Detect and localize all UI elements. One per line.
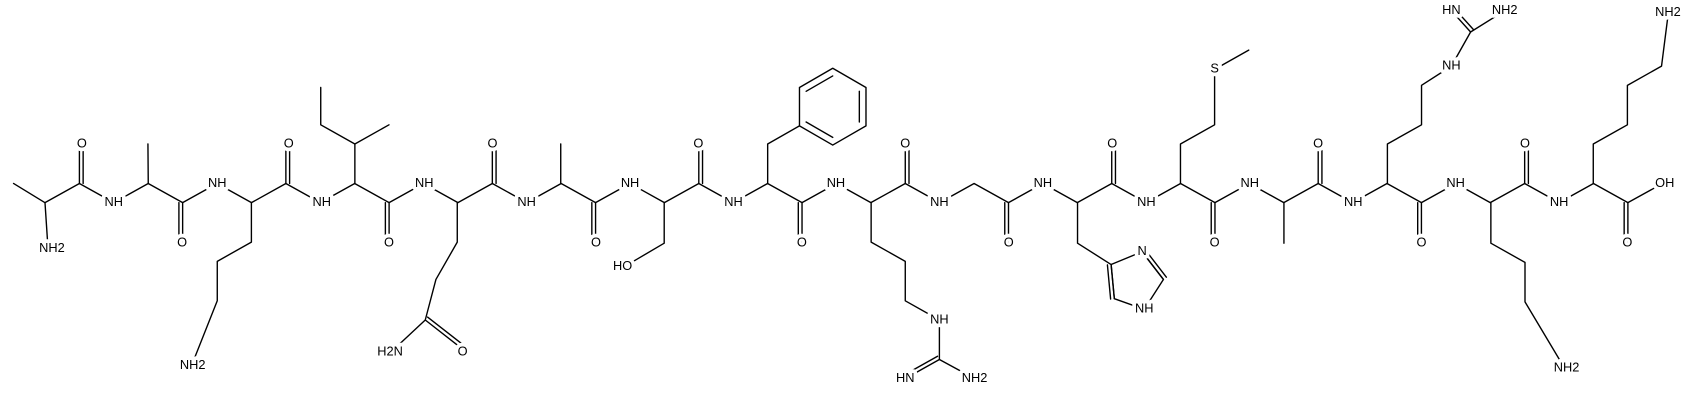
bond — [44, 182, 1629, 204]
atom-label: NH — [724, 194, 742, 209]
bond — [1490, 201, 1562, 364]
atom-label: O — [177, 235, 187, 250]
bond — [1110, 263, 1116, 300]
bond — [870, 201, 976, 380]
atom-label: N — [1137, 243, 1146, 258]
bond — [354, 124, 390, 185]
atom-label: NH — [1241, 175, 1259, 190]
atom-label: NH2 — [39, 240, 65, 255]
bond — [902, 355, 939, 377]
atom-label: O — [1210, 235, 1220, 250]
bond — [805, 75, 834, 92]
bond — [424, 319, 461, 348]
bond — [904, 358, 941, 380]
atom-label: O — [1520, 135, 1530, 150]
atom-label: NH — [1137, 194, 1155, 209]
atom-label: NH — [1135, 301, 1153, 316]
bond — [192, 201, 253, 364]
atom-label: NH2 — [1492, 2, 1518, 17]
bond — [426, 316, 463, 345]
atom-label: NH — [1550, 194, 1568, 209]
atom-label: NH — [313, 194, 331, 209]
atom-label: O — [591, 235, 601, 250]
atom-label: O — [1313, 135, 1323, 150]
atom-label: NH — [415, 175, 433, 190]
bond — [320, 86, 356, 145]
bond — [1453, 7, 1475, 31]
atom-label: NH — [517, 194, 535, 209]
atom-label: H2N — [377, 343, 403, 358]
atom-label: NH — [827, 175, 845, 190]
bond — [805, 121, 834, 139]
bond — [1627, 182, 1664, 204]
atom-label: O — [458, 343, 468, 358]
atom-label: HN — [896, 370, 914, 385]
atom-label: O — [284, 135, 294, 150]
atom-label: NH — [1446, 175, 1464, 190]
bond — [1141, 251, 1165, 281]
bonds — [12, 7, 1669, 380]
atom-label: NH — [1034, 175, 1052, 190]
bond — [1386, 9, 1506, 185]
bond — [12, 182, 46, 204]
atom-label: O — [797, 235, 807, 250]
atom-label: O — [384, 235, 394, 250]
atom-label: NH — [105, 194, 123, 209]
bond — [392, 201, 458, 351]
bond — [627, 201, 665, 266]
atom-label: NH2 — [180, 357, 206, 372]
bond — [1592, 15, 1669, 185]
atom-label: HO — [613, 258, 632, 273]
atom-label: NH2 — [1655, 4, 1681, 19]
atom-label: O — [1107, 135, 1117, 150]
atom-label: O — [1004, 235, 1014, 250]
atom-label: O — [1622, 235, 1632, 250]
atom-label: NH — [208, 175, 226, 190]
bond — [44, 201, 49, 244]
atom-label: NH — [930, 311, 948, 326]
bond — [1144, 248, 1168, 278]
bond — [1179, 49, 1250, 185]
atom-label: NH — [930, 194, 948, 209]
atom-labels: NH2 O NH O NH NH2 O NH O NH H2N O O NH O NH HO O NH O NH NH HN… — [35, 0, 1684, 389]
atom-label: NH — [621, 175, 639, 190]
atom-label: O — [77, 135, 87, 150]
atom-label: O — [1417, 235, 1427, 250]
atom-label: HN — [1442, 2, 1460, 17]
atom-label: O — [900, 135, 910, 150]
bond — [1106, 264, 1112, 300]
atom-label: NH — [1344, 194, 1362, 209]
bond — [798, 67, 867, 146]
bond — [766, 125, 801, 185]
atom-label: NH2 — [1554, 359, 1580, 374]
atom-label: NH — [1442, 58, 1460, 73]
atom-label: OH — [1655, 175, 1674, 190]
atom-label: NH2 — [962, 370, 988, 385]
bond — [1076, 201, 1112, 266]
atom-label: O — [693, 135, 703, 150]
atom-label: S — [1210, 61, 1219, 76]
atom-label: O — [487, 135, 497, 150]
bond — [1450, 9, 1472, 33]
